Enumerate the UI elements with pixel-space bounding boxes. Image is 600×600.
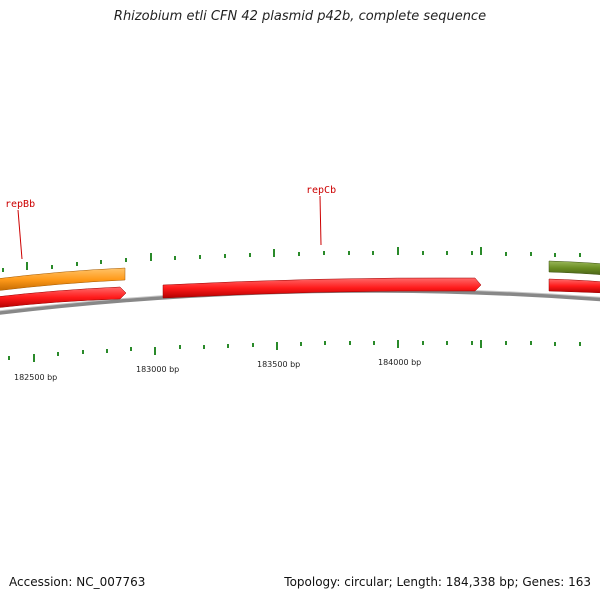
footer-summary: Topology: circular; Length: 184,338 bp; … <box>284 575 591 589</box>
scale-label-183500: 183500 bp <box>257 360 300 369</box>
gene-repCb[interactable] <box>162 277 482 299</box>
gene-repBb[interactable] <box>0 267 126 291</box>
inner-tick-ring <box>8 340 581 362</box>
gene-right-red[interactable] <box>548 278 600 294</box>
label-leader-repCb <box>319 195 322 246</box>
footer-accession: Accession: NC_007763 <box>9 575 146 589</box>
label-repCb: repCb <box>306 185 336 196</box>
outer-tick-ring <box>2 247 581 272</box>
label-leader-repBb <box>17 209 23 260</box>
map-title: Rhizobium etli CFN 42 plasmid p42b, comp… <box>113 9 487 24</box>
gene-right-olive[interactable] <box>548 260 600 275</box>
label-repBb: repBb <box>5 199 35 210</box>
gene-left-red[interactable] <box>0 286 127 308</box>
scale-label-183000: 183000 bp <box>136 365 179 374</box>
scale-label-184000: 184000 bp <box>378 358 421 367</box>
scale-label-182500: 182500 bp <box>14 373 57 382</box>
